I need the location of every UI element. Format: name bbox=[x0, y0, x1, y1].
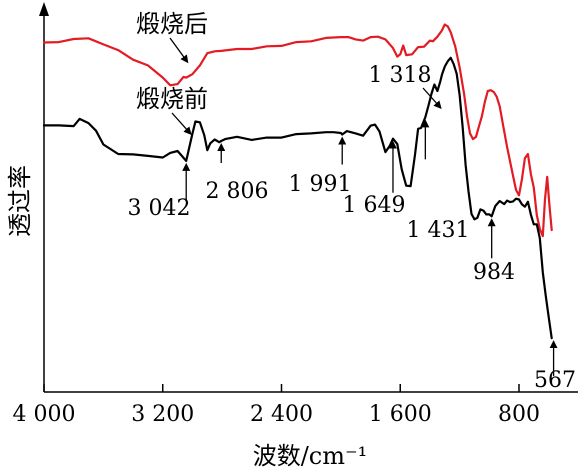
series-label-arrow bbox=[169, 37, 189, 64]
series-line-after bbox=[42, 23, 553, 238]
peak-label: 1 649 bbox=[343, 193, 406, 218]
x-tick-label: 3 200 bbox=[131, 402, 194, 427]
peak-arrow bbox=[422, 87, 442, 109]
x-ticks: 4 000 3 200 2 400 1 600 800 bbox=[13, 384, 540, 427]
y-axis-arrow bbox=[39, 2, 49, 16]
axes bbox=[39, 2, 578, 393]
series-line-before bbox=[42, 56, 553, 340]
peak-label: 1 991 bbox=[289, 172, 352, 197]
x-axis-title: 波数/cm⁻¹ bbox=[253, 442, 368, 470]
peak-label: 2 806 bbox=[206, 179, 269, 204]
peak-label: 984 bbox=[473, 260, 515, 285]
x-tick-label: 800 bbox=[498, 402, 540, 427]
peak-label: 567 bbox=[534, 368, 576, 393]
peak-label: 1 431 bbox=[407, 218, 470, 243]
peak-label: 1 318 bbox=[369, 63, 432, 88]
y-axis-title: 透过率 bbox=[6, 165, 34, 237]
series-group bbox=[42, 23, 553, 340]
x-tick-label: 1 600 bbox=[369, 402, 432, 427]
series-label-after: 煅烧后 bbox=[136, 10, 208, 38]
series-label-arrow bbox=[171, 112, 192, 135]
peak-label: 3 042 bbox=[128, 196, 191, 221]
x-tick-label: 2 400 bbox=[250, 402, 313, 427]
series-label-before: 煅烧前 bbox=[136, 85, 208, 113]
x-tick-label: 4 000 bbox=[13, 402, 76, 427]
